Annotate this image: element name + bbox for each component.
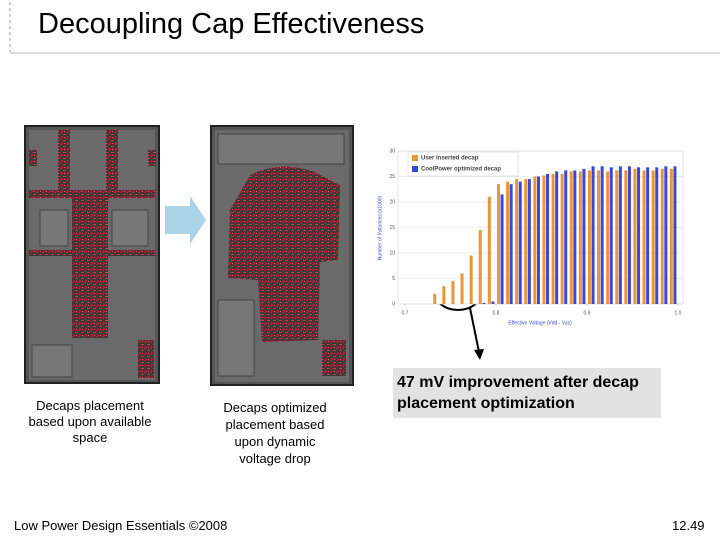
legend-swatch bbox=[412, 155, 418, 161]
bar bbox=[442, 286, 446, 304]
bar bbox=[518, 181, 522, 304]
x-tick-label: 0.7 bbox=[402, 310, 409, 316]
bar bbox=[673, 166, 677, 304]
bar bbox=[597, 170, 601, 304]
bar bbox=[487, 196, 491, 304]
bar bbox=[433, 293, 437, 304]
legend-label: User inserted decap bbox=[421, 156, 479, 162]
bar bbox=[533, 176, 537, 304]
floorplan-left bbox=[24, 125, 160, 384]
bar bbox=[578, 171, 582, 304]
bar bbox=[651, 170, 655, 304]
x-tick-label: 0.8 bbox=[493, 310, 500, 316]
bar bbox=[527, 179, 531, 304]
x-tick-label: 1.0 bbox=[675, 310, 682, 316]
bar bbox=[618, 166, 622, 304]
callout-box bbox=[393, 368, 661, 418]
bar bbox=[664, 166, 668, 304]
caption: Decaps optimized placement based upon dy… bbox=[223, 400, 327, 466]
bar bbox=[482, 302, 486, 304]
bar bbox=[555, 171, 559, 304]
callout-text: 47 mV improvement after decap placement … bbox=[397, 374, 639, 412]
bar bbox=[642, 170, 646, 304]
bar bbox=[600, 166, 604, 304]
bar bbox=[536, 176, 540, 304]
bar bbox=[509, 184, 513, 304]
bar bbox=[669, 168, 673, 304]
bar bbox=[478, 230, 482, 304]
bar bbox=[491, 301, 495, 304]
callout-arrowhead bbox=[474, 349, 484, 360]
bar bbox=[633, 168, 637, 304]
bar bbox=[542, 175, 546, 304]
caption: Decaps placement based upon available sp… bbox=[28, 398, 152, 445]
bar bbox=[524, 179, 528, 304]
bar bbox=[500, 194, 504, 304]
floorplan-right bbox=[210, 125, 354, 386]
bar bbox=[637, 167, 641, 304]
y-tick-label: 10 bbox=[389, 250, 395, 256]
bar bbox=[646, 167, 650, 304]
slide-title: Decoupling Cap Effectiveness bbox=[38, 8, 425, 40]
legend-swatch bbox=[412, 166, 418, 172]
bar bbox=[469, 255, 473, 304]
y-tick-label: 15 bbox=[389, 225, 395, 231]
bar bbox=[660, 168, 664, 304]
bar bbox=[609, 167, 613, 304]
callout-line bbox=[469, 307, 480, 353]
x-axis-label: Effective Voltage (Vdd - Vss) bbox=[508, 320, 572, 326]
bar bbox=[606, 171, 610, 304]
bar bbox=[460, 273, 464, 304]
legend-label: CoolPower optimized decap bbox=[421, 167, 501, 173]
bar bbox=[587, 170, 591, 304]
bar bbox=[506, 181, 510, 304]
bar bbox=[624, 170, 628, 304]
legend-box bbox=[407, 151, 519, 177]
bar bbox=[615, 170, 619, 304]
y-tick-label: 0 bbox=[392, 301, 395, 307]
bar bbox=[560, 173, 564, 304]
y-tick-label: 25 bbox=[389, 174, 395, 180]
bar bbox=[496, 184, 500, 304]
bar bbox=[546, 173, 550, 304]
bar bbox=[569, 171, 573, 304]
y-tick-label: 5 bbox=[392, 276, 395, 282]
chart: Effective Voltage (Vdd - Vss) Number of … bbox=[377, 148, 684, 326]
arrow bbox=[165, 196, 206, 244]
x-tick-label: 0.9 bbox=[584, 310, 591, 316]
bar bbox=[551, 173, 555, 304]
footer: Low Power Design Essentials ©2008 bbox=[14, 518, 228, 533]
y-tick-label: 20 bbox=[389, 199, 395, 205]
bar bbox=[573, 170, 577, 304]
bar bbox=[591, 166, 595, 304]
bar bbox=[564, 170, 568, 304]
bar bbox=[451, 281, 455, 304]
bar bbox=[655, 167, 659, 304]
bar bbox=[515, 179, 519, 304]
bar bbox=[627, 166, 631, 304]
page-number: 12.49 bbox=[672, 518, 705, 533]
y-axis-label: Number of Instances (x1000) bbox=[377, 195, 383, 260]
y-tick-label: 30 bbox=[389, 148, 395, 154]
bar bbox=[582, 168, 586, 304]
